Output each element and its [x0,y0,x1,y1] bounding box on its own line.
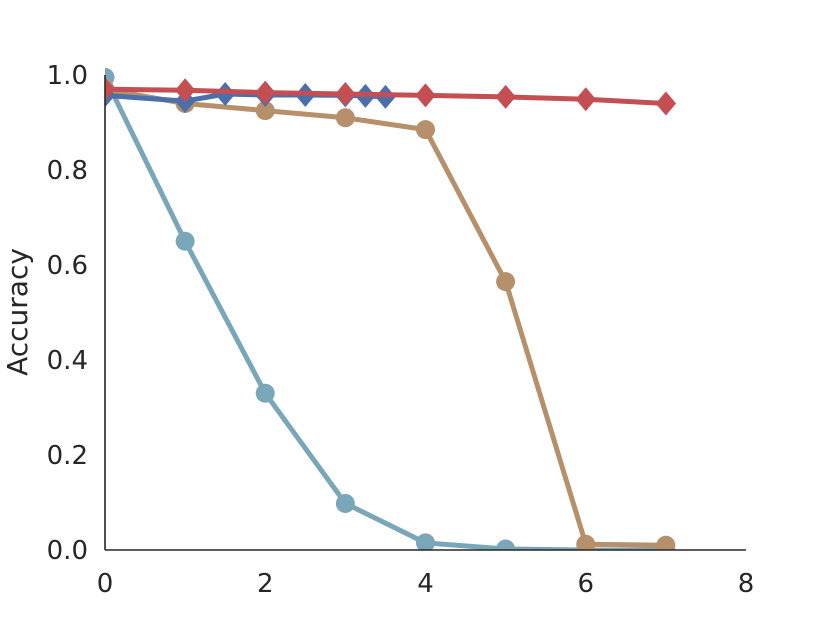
series-1 [105,67,676,550]
data-point [255,80,276,105]
data-point [496,539,516,550]
data-point [415,83,436,108]
data-point [175,231,195,251]
data-point [255,101,275,121]
data-point [496,272,516,292]
x-tick-label: 6 [577,569,594,599]
data-point [335,493,355,513]
plot-area [105,67,677,550]
data-point [105,77,116,102]
data-point [174,78,196,103]
series-line [105,86,669,106]
y-tick-label: 0.4 [47,346,88,376]
series-2 [105,79,676,550]
data-point [495,84,516,109]
y-tick-label: 0.0 [47,536,88,566]
data-point [335,108,355,128]
x-tick-label: 4 [417,569,434,599]
y-tick-label: 1.0 [47,61,88,91]
data-point [576,534,596,550]
y-tick-label: 0.6 [47,251,88,281]
data-point [416,533,435,550]
y-tick-labels: 0.0 0.2 0.4 0.6 0.8 1.0 [47,61,88,566]
x-tick-labels: 0 2 4 6 8 [97,569,755,599]
series-line [105,74,669,550]
data-point [255,383,275,403]
data-point [214,82,236,106]
data-point [655,91,677,116]
x-tick-label: 8 [738,569,755,599]
series-line [105,86,669,548]
y-axis-title: Accuracy [1,248,34,376]
series-4 [105,77,677,116]
y-tick-label: 0.8 [47,156,88,186]
data-point [335,82,356,106]
y-tick-label: 0.2 [47,441,88,471]
data-point [575,87,596,112]
data-point [416,120,435,140]
x-tick-label: 2 [257,569,274,599]
x-tick-label: 0 [97,569,114,599]
data-point [656,535,676,550]
